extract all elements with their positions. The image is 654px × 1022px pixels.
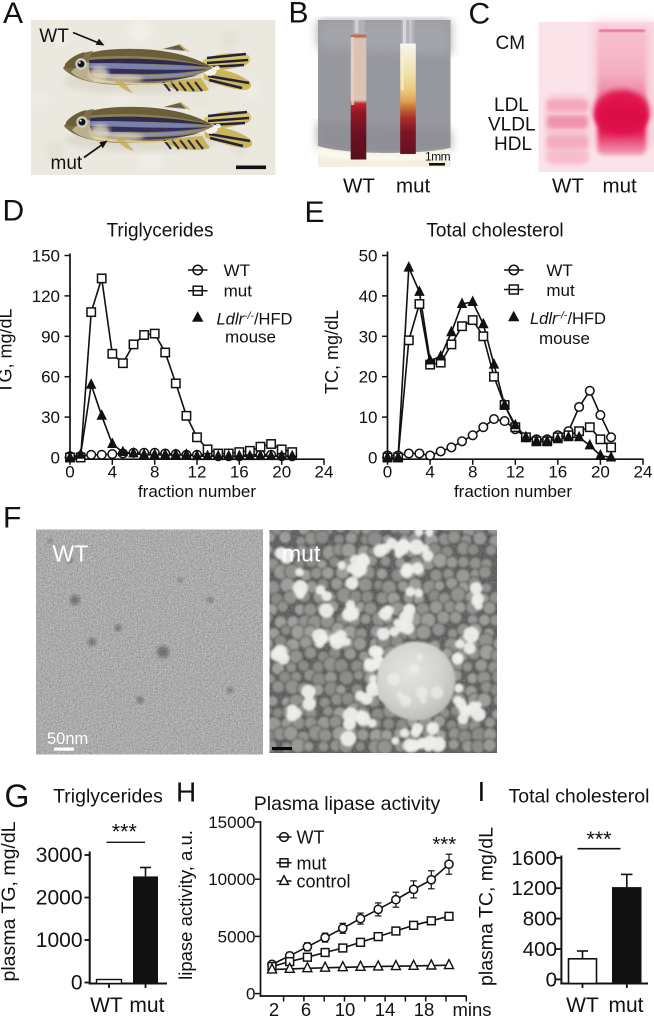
svg-text:Total cholesterol: Total cholesterol [426, 221, 563, 242]
svg-text:40: 40 [359, 287, 378, 306]
svg-text:plasma TG, mg/dL: plasma TG, mg/dL [0, 821, 20, 981]
svg-text:0: 0 [546, 968, 557, 991]
svg-text:I: I [478, 776, 486, 807]
svg-text:G: G [5, 778, 30, 814]
svg-text:4: 4 [108, 463, 117, 482]
svg-text:24: 24 [634, 463, 653, 482]
svg-text:1mm: 1mm [425, 150, 451, 164]
svg-text:mut: mut [608, 994, 643, 1017]
svg-text:12: 12 [188, 463, 207, 482]
svg-text:8: 8 [468, 463, 477, 482]
svg-text:plasma TC, mg/dL: plasma TC, mg/dL [476, 827, 498, 986]
svg-text:20: 20 [272, 463, 291, 482]
svg-text:10: 10 [335, 999, 356, 1020]
svg-text:WT: WT [552, 175, 584, 198]
svg-text:fraction number: fraction number [454, 482, 572, 501]
svg-text:12: 12 [506, 463, 525, 482]
svg-text:WT: WT [224, 261, 250, 280]
svg-text:30: 30 [41, 408, 60, 427]
svg-text:mut: mut [396, 175, 430, 198]
svg-text:Triglycerides: Triglycerides [53, 786, 163, 808]
svg-text:WT: WT [546, 261, 572, 280]
svg-text:mut: mut [51, 153, 83, 174]
svg-text:90: 90 [41, 327, 60, 346]
svg-text:50: 50 [359, 247, 378, 266]
svg-text:8: 8 [150, 463, 159, 482]
svg-text:60: 60 [41, 368, 60, 387]
svg-text:Triglycerides: Triglycerides [107, 221, 214, 242]
svg-text:10: 10 [359, 408, 378, 427]
svg-text:0: 0 [65, 463, 74, 482]
svg-text:mut: mut [297, 853, 327, 873]
svg-text:E: E [305, 196, 325, 229]
svg-text:VLDL: VLDL [488, 115, 536, 136]
svg-text:1000: 1000 [36, 929, 83, 952]
svg-text:18: 18 [414, 999, 435, 1020]
svg-text:1200: 1200 [511, 877, 557, 900]
svg-text:10000: 10000 [208, 870, 255, 889]
svg-text:Ldlr-/-/HFD: Ldlr-/-/HFD [530, 310, 606, 329]
svg-text:CM: CM [496, 33, 526, 54]
svg-text:A: A [3, 0, 23, 30]
svg-text:mut: mut [282, 541, 321, 567]
svg-text:24: 24 [315, 463, 334, 482]
svg-text:WT: WT [343, 175, 375, 198]
svg-text:6: 6 [301, 999, 311, 1020]
svg-text:2: 2 [269, 999, 279, 1020]
svg-text:0: 0 [246, 985, 255, 1004]
svg-text:400: 400 [523, 938, 557, 961]
svg-text:Ldlr-/-/HFD: Ldlr-/-/HFD [217, 310, 293, 329]
svg-text:H: H [176, 777, 196, 808]
svg-text:0: 0 [51, 449, 60, 468]
svg-text:120: 120 [32, 287, 60, 306]
svg-text:LDL: LDL [494, 95, 529, 116]
svg-text:5000: 5000 [218, 927, 256, 946]
svg-text:1600: 1600 [511, 847, 557, 870]
svg-text:***: *** [586, 827, 612, 851]
svg-text:mins: mins [452, 999, 491, 1020]
svg-text:***: *** [112, 820, 138, 844]
svg-text:TC, mg/dL: TC, mg/dL [322, 310, 342, 394]
svg-text:C: C [469, 0, 491, 31]
svg-text:***: *** [432, 833, 456, 856]
svg-text:control: control [297, 872, 351, 892]
svg-text:mut: mut [224, 282, 253, 301]
svg-text:mut: mut [603, 175, 637, 198]
svg-text:WT: WT [39, 26, 69, 47]
svg-text:16: 16 [548, 463, 567, 482]
svg-text:800: 800 [523, 908, 557, 931]
svg-text:30: 30 [359, 327, 378, 346]
svg-text:fraction number: fraction number [138, 482, 256, 501]
svg-text:WT: WT [90, 994, 123, 1017]
svg-text:150: 150 [32, 247, 60, 266]
svg-text:mut: mut [129, 994, 164, 1017]
svg-text:lipase activity, a.u.: lipase activity, a.u. [175, 830, 196, 980]
svg-text:HDL: HDL [494, 134, 532, 155]
svg-text:B: B [289, 0, 309, 30]
svg-text:14: 14 [375, 999, 396, 1020]
svg-text:WT: WT [566, 994, 599, 1017]
svg-text:2000: 2000 [36, 887, 83, 910]
svg-text:0: 0 [368, 449, 377, 468]
svg-text:WT: WT [297, 828, 325, 848]
svg-text:15000: 15000 [208, 813, 255, 832]
svg-text:mouse: mouse [539, 329, 590, 348]
svg-text:Total cholesterol: Total cholesterol [509, 786, 650, 808]
svg-text:3000: 3000 [36, 844, 83, 867]
svg-text:0: 0 [71, 972, 83, 995]
svg-text:Plasma lipase activity: Plasma lipase activity [254, 793, 441, 815]
svg-text:D: D [3, 195, 25, 228]
svg-text:16: 16 [230, 463, 249, 482]
svg-text:F: F [3, 502, 21, 535]
svg-text:20: 20 [359, 368, 378, 387]
svg-text:4: 4 [425, 463, 434, 482]
svg-text:0: 0 [383, 463, 392, 482]
svg-text:mouse: mouse [225, 328, 276, 347]
svg-text:mut: mut [546, 281, 575, 300]
svg-text:TG, mg/dL: TG, mg/dL [0, 308, 16, 393]
svg-text:WT: WT [53, 541, 89, 567]
svg-text:20: 20 [591, 463, 610, 482]
svg-text:50nm: 50nm [47, 730, 88, 748]
